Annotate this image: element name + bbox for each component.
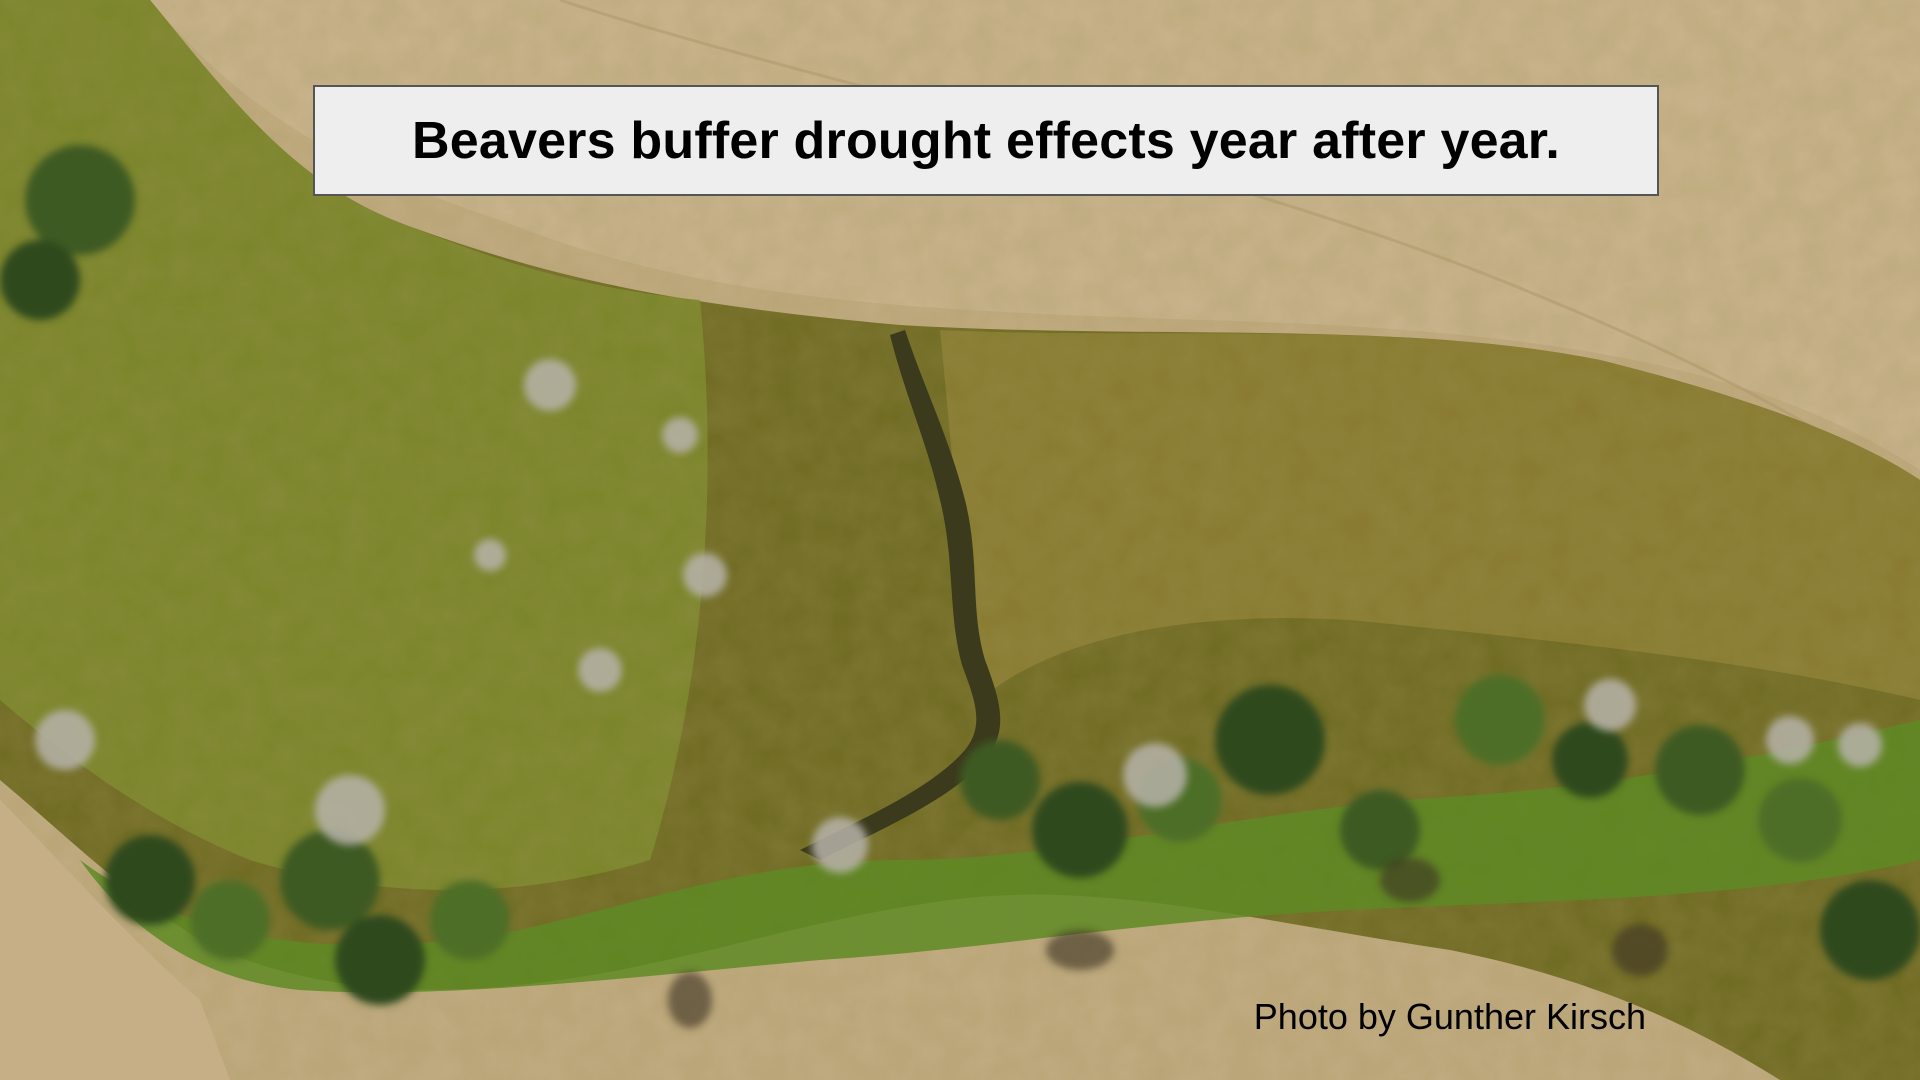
title-banner: Beavers buffer drought effects year afte… [313,85,1659,196]
slide-title: Beavers buffer drought effects year afte… [411,111,1561,170]
riparian-green-fringe [80,720,1920,993]
tree-shadows [668,858,1668,1028]
pale-trees [35,359,1882,873]
photo-credit: Photo by Gunther Kirsch [1253,996,1646,1037]
riparian-trees [0,145,1920,1005]
dry-slope-lower-left [0,800,230,1080]
channel-water [800,330,1001,860]
